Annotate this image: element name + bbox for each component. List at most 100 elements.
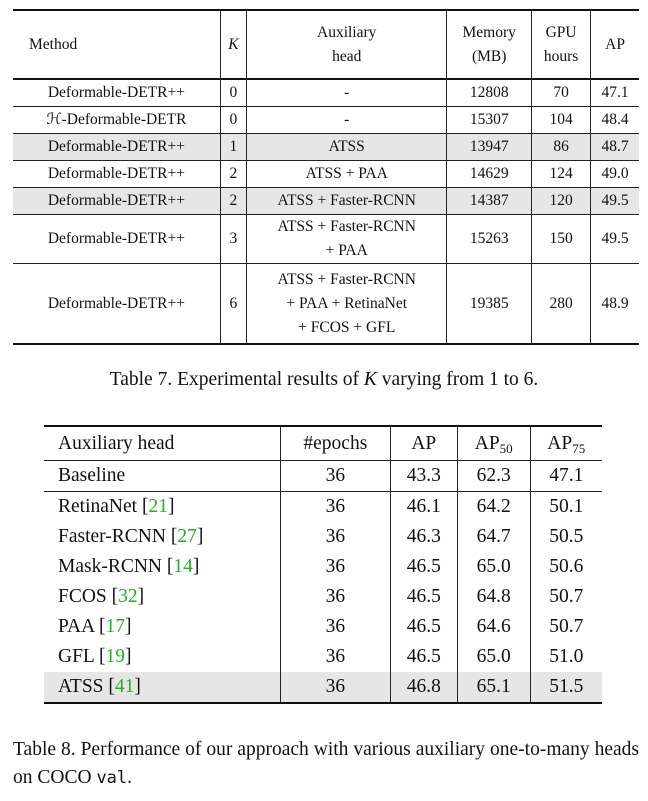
- citation-bracket: ]: [196, 526, 204, 547]
- col-header-gpu-hours: GPU hours: [531, 10, 592, 80]
- k-cell: 2: [220, 160, 248, 188]
- k-cell: 0: [220, 79, 248, 107]
- citation-bracket: [: [108, 676, 115, 697]
- aux-head-cell: ATSS + PAA: [246, 160, 448, 188]
- table-row: Deformable-DETR++ 3 ATSS + Faster-RCNN + …: [13, 214, 639, 264]
- ap-cell: 46.5: [390, 582, 458, 612]
- method-cell: Deformable-DETR++: [13, 187, 221, 215]
- ap-cell-best: 49.5: [590, 187, 639, 215]
- ap75-cell: 50.7: [549, 586, 584, 607]
- col-header-epochs: #epochs: [280, 426, 391, 461]
- memory-cell: 13947: [446, 133, 533, 161]
- ap-cell: 46.5: [390, 642, 458, 672]
- col-header-gpu-line1: GPU: [545, 23, 577, 41]
- head-name: Mask-RCNN: [58, 556, 167, 577]
- citation-link[interactable]: 19: [105, 646, 126, 667]
- ap75-cell: 50.1: [549, 496, 584, 517]
- col-header-aux-head: Auxiliary head: [44, 426, 281, 461]
- citation-link[interactable]: 14: [173, 556, 193, 577]
- citation-link[interactable]: 21: [148, 496, 168, 517]
- head-name: Faster-RCNN: [58, 526, 171, 547]
- ap50-cell-best: 65.1: [457, 672, 531, 704]
- aux-head-cell: ATSS + Faster-RCNN: [246, 187, 448, 215]
- ap-cell: 48.9: [590, 263, 639, 345]
- ap75-cell: 50.7: [549, 616, 584, 637]
- table-row: Mask-RCNN [14] 36 46.5 65.0 50.6: [44, 552, 602, 582]
- ap-cell: 46.5: [390, 552, 458, 582]
- col-header-ap75: AP75: [530, 426, 602, 461]
- col-header-ap: AP: [590, 10, 639, 80]
- citation-bracket: [: [170, 526, 178, 547]
- ap50-cell: 65.0: [457, 552, 531, 582]
- head-name: ATSS: [58, 676, 109, 697]
- table-row: Deformable-DETR++ 6 ATSS + Faster-RCNN + …: [13, 263, 639, 345]
- memory-cell: 14629: [446, 160, 533, 188]
- col-header-memory-line2: (MB): [471, 47, 507, 65]
- ap-cell: 48.7: [590, 133, 639, 161]
- method-cell: ℋ-Deformable-DETR: [13, 106, 221, 134]
- table-8-caption: Table 8. Performance of our approach wit…: [13, 736, 639, 792]
- gpu-hours-cell: 150: [531, 214, 592, 264]
- gpu-hours-cell: 124: [531, 160, 592, 188]
- epochs-cell: 36: [280, 491, 391, 522]
- aux-head-cell: PAA [17]: [44, 612, 281, 642]
- caption-text: Table 8. Performance of our approach wit…: [13, 739, 639, 788]
- col-header-ap: AP: [390, 426, 458, 461]
- citation-link[interactable]: 17: [105, 616, 126, 637]
- col-header-aux-line1: Auxiliary: [317, 23, 377, 41]
- method-cell: Deformable-DETR++: [13, 214, 221, 264]
- table-7-caption: Table 7. Experimental results of K varyi…: [0, 369, 648, 391]
- ap-cell: 49.0: [590, 160, 639, 188]
- caption-text: .: [127, 767, 133, 788]
- ap75-cell-best: 51.5: [530, 672, 602, 704]
- epochs-cell: 36: [280, 522, 391, 552]
- citation-link[interactable]: 32: [118, 586, 138, 607]
- citation-bracket: ]: [137, 586, 145, 607]
- ap75-cell: 47.1: [530, 460, 602, 492]
- head-name: RetinaNet: [58, 496, 142, 517]
- ap50-cell: 64.8: [457, 582, 531, 612]
- citation-link[interactable]: 27: [177, 526, 197, 547]
- epochs-cell: 36: [280, 672, 391, 704]
- head-name: GFL: [58, 646, 99, 667]
- ap50-base: AP: [474, 432, 500, 454]
- col-header-memory: Memory (MB): [446, 10, 533, 80]
- ap-cell-best: 46.8: [390, 672, 458, 704]
- table-row: Deformable-DETR++ 0 - 12808 70 47.1: [13, 79, 639, 107]
- head-name: FCOS: [58, 586, 112, 607]
- aux-head-cell: -: [246, 106, 448, 134]
- table-row: GFL [19] 36 46.5 65.0 51.0: [44, 642, 602, 672]
- aux-head-line: ATSS + Faster-RCNN: [277, 270, 416, 288]
- aux-head-cell: RetinaNet [21]: [44, 491, 281, 522]
- ap50-cell: 64.2: [457, 491, 531, 522]
- caption-text: Table 7. Experimental results of: [109, 369, 364, 390]
- citation-bracket: ]: [134, 676, 141, 697]
- gpu-hours-cell: 70: [531, 79, 592, 107]
- table-row-baseline: Baseline 36 43.3 62.3 47.1: [44, 460, 602, 492]
- table-row: ℋ-Deformable-DETR 0 - 15307 104 48.4: [13, 106, 639, 134]
- col-header-gpu-line2: hours: [543, 47, 579, 65]
- gpu-hours-cell: 86: [531, 133, 592, 161]
- ap50-cell: 65.0: [457, 642, 531, 672]
- table-8-header-row: Auxiliary head #epochs AP AP50 AP75: [44, 426, 602, 461]
- citation-bracket: ]: [125, 646, 132, 667]
- method-cell: Deformable-DETR++: [13, 79, 221, 107]
- citation-link[interactable]: 41: [114, 676, 135, 697]
- ap75-sub: 75: [572, 440, 586, 456]
- aux-head-cell: Mask-RCNN [14]: [44, 552, 281, 582]
- memory-cell: 15307: [446, 106, 533, 134]
- ap50-cell: 62.3: [457, 460, 531, 492]
- aux-head-cell: ATSS: [246, 133, 448, 161]
- gpu-hours-cell: 104: [531, 106, 592, 134]
- ap-cell: 46.1: [390, 491, 458, 522]
- col-header-ap50: AP50: [457, 426, 531, 461]
- aux-head-cell: FCOS [32]: [44, 582, 281, 612]
- ap-cell-best: 49.5: [590, 214, 639, 264]
- k-cell: 0: [220, 106, 248, 134]
- method-cell: Deformable-DETR++: [13, 133, 221, 161]
- aux-head-cell: -: [246, 79, 448, 107]
- ap50-cell: 64.7: [457, 522, 531, 552]
- aux-head-cell: Faster-RCNN [27]: [44, 522, 281, 552]
- table-8: Auxiliary head #epochs AP AP50 AP75 Base…: [44, 425, 602, 704]
- ap-cell: 47.1: [590, 79, 639, 107]
